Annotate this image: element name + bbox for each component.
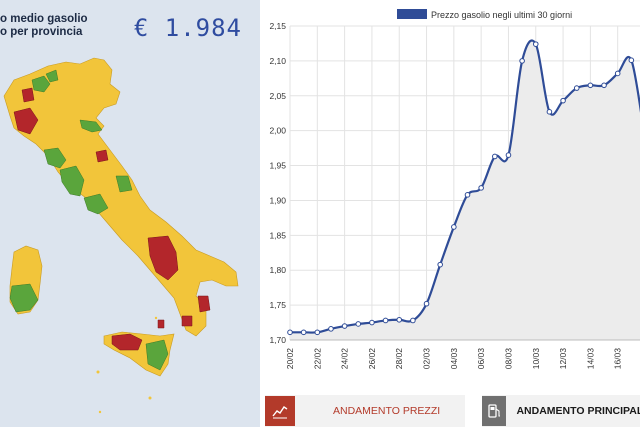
data-point [423, 300, 430, 307]
y-tick-label: 2,10 [269, 56, 286, 66]
province-green[interactable] [9, 283, 39, 313]
island [154, 316, 158, 320]
x-tick-label: 22/02 [312, 348, 322, 370]
data-point [369, 319, 375, 326]
andamento-principali-button[interactable]: ANDAMENTO PRINCIPALI I [482, 395, 640, 427]
y-axis: 1,70 1,75 1,80 1,85 1,90 1,95 2,00 2,05 2,10 2,15 [269, 21, 286, 345]
data-point [314, 329, 321, 336]
chart-points-layer [287, 41, 635, 336]
province-green[interactable] [83, 193, 109, 215]
data-point [492, 153, 498, 160]
x-tick-label: 26/02 [367, 348, 377, 370]
y-tick-label: 1,75 [269, 300, 286, 310]
legend-swatch [397, 9, 427, 19]
data-point [573, 85, 580, 91]
italy-province-map[interactable] [0, 40, 260, 427]
data-point [410, 317, 416, 324]
y-tick-label: 1,80 [269, 265, 286, 275]
data-point [382, 317, 389, 324]
island [148, 396, 152, 400]
bottom-navigation: ANDAMENTO PREZZI ANDAMENTO PRINCIPALI I [260, 390, 640, 427]
province-red[interactable] [181, 315, 193, 327]
map-title-line2: o per provincia [0, 26, 83, 38]
province-red[interactable] [21, 87, 35, 103]
x-tick-label: 16/03 [613, 348, 623, 370]
province-green[interactable] [45, 69, 59, 83]
y-tick-label: 1,70 [269, 335, 286, 345]
price-line-chart: 1,70 1,75 1,80 1,85 1,90 1,95 2,00 2,05 2,10 2,15… [269, 9, 640, 370]
y-tick-label: 2,15 [269, 21, 286, 31]
data-point [532, 41, 539, 47]
province-green[interactable] [59, 165, 85, 197]
island [96, 370, 100, 374]
province-red[interactable] [111, 333, 143, 351]
province-green[interactable] [31, 75, 51, 93]
data-point [396, 316, 403, 323]
data-point [587, 82, 594, 89]
map-title: o medio gasolio o per provincia [0, 13, 150, 39]
province-red[interactable] [197, 295, 211, 313]
italy-mainland[interactable] [3, 57, 239, 337]
price-chart-panel: 1,70 1,75 1,80 1,85 1,90 1,95 2,00 2,05 2,10 2,15… [260, 0, 640, 390]
x-tick-label: 10/03 [531, 348, 541, 370]
data-point [341, 323, 348, 329]
x-tick-label: 04/03 [449, 348, 459, 370]
y-tick-label: 2,05 [269, 91, 286, 101]
fuel-pump-icon [482, 396, 507, 426]
data-point [437, 261, 443, 268]
data-point [546, 109, 553, 115]
map-panel: o medio gasolio o per provincia € 1.984 [0, 0, 260, 427]
map-title-line1: o medio gasolio [0, 13, 88, 25]
x-tick-label: 08/03 [503, 348, 513, 370]
island [98, 410, 102, 414]
data-point [601, 82, 607, 89]
x-tick-label: 12/03 [558, 348, 568, 370]
x-tick-label: 06/03 [476, 348, 486, 370]
data-point [300, 329, 307, 336]
data-point [478, 185, 484, 191]
chart-legend: Prezzo gasolio negli ultimi 30 giorni [397, 9, 572, 20]
data-point [628, 57, 635, 63]
x-tick-label: 02/03 [422, 348, 432, 370]
province-green[interactable] [115, 175, 133, 193]
data-point [287, 329, 293, 336]
province-red[interactable] [13, 107, 39, 135]
data-point [614, 70, 621, 77]
data-point [464, 192, 471, 198]
x-tick-label: 20/02 [285, 348, 295, 370]
data-point [451, 224, 457, 230]
province-green[interactable] [43, 147, 67, 169]
average-price-display: € 1.984 [133, 14, 242, 42]
andamento-principali-label: ANDAMENTO PRINCIPALI I [516, 405, 640, 417]
province-green[interactable] [145, 339, 169, 371]
data-point [328, 326, 334, 332]
province-red[interactable] [95, 149, 109, 163]
y-tick-label: 1,85 [269, 230, 286, 240]
x-tick-label: 28/02 [394, 348, 404, 370]
data-point [355, 321, 362, 327]
y-tick-label: 1,95 [269, 161, 286, 171]
andamento-prezzi-button[interactable]: ANDAMENTO PREZZI [265, 395, 465, 427]
x-tick-label: 24/02 [340, 348, 350, 370]
legend-label: Prezzo gasolio negli ultimi 30 giorni [431, 10, 572, 20]
data-point [560, 97, 566, 104]
province-red[interactable] [147, 235, 179, 281]
province-red[interactable] [157, 319, 165, 329]
chart-area-layer [290, 39, 640, 341]
line-chart-icon [265, 396, 295, 426]
data-point [505, 152, 512, 158]
x-axis: 20/02 22/02 24/02 26/02 28/02 02/03 04/03 06/03… [285, 348, 623, 370]
andamento-prezzi-label: ANDAMENTO PREZZI [333, 405, 441, 417]
y-tick-label: 1,90 [269, 195, 286, 205]
province-green[interactable] [79, 119, 103, 133]
y-tick-label: 2,00 [269, 126, 286, 136]
data-point [519, 58, 525, 64]
x-tick-label: 14/03 [585, 348, 595, 370]
